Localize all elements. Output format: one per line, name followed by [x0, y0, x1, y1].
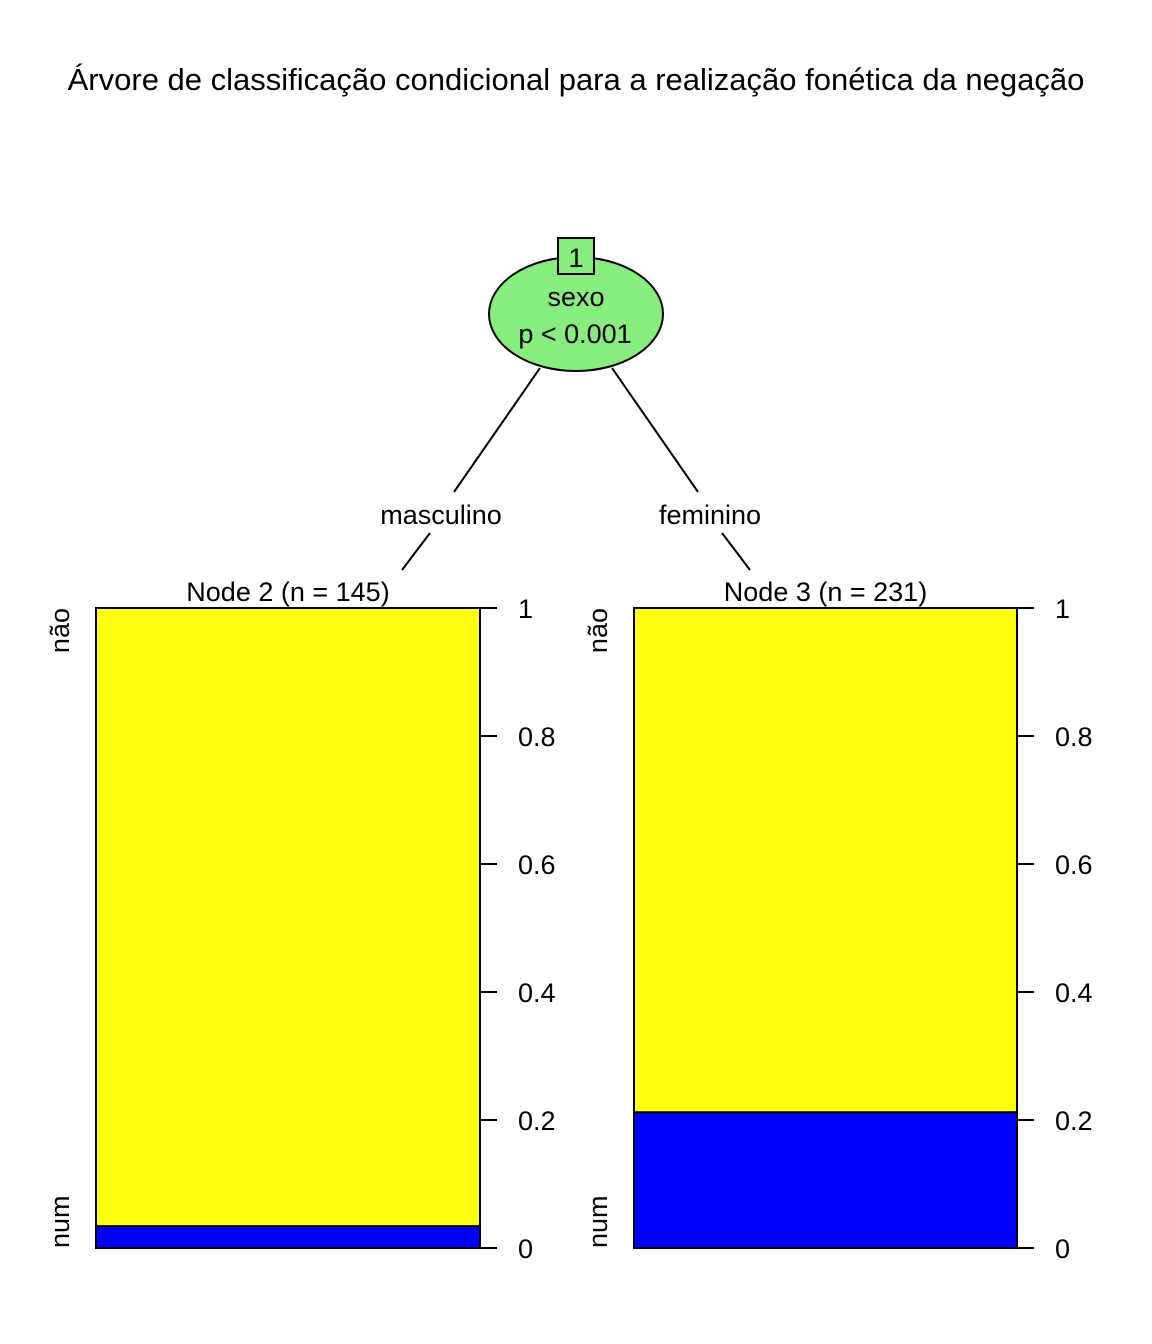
node-label-2: Node 2 (n = 145): [186, 577, 389, 607]
bar-segment-num-node-3: [633, 1111, 1018, 1249]
branch-label-right: feminino: [659, 500, 761, 530]
node-label-3: Node 3 (n = 231): [724, 577, 927, 607]
bar-segment-nao-node-3: [633, 607, 1018, 1114]
edge-right-lower: [721, 532, 751, 571]
split-variable: sexo: [547, 282, 604, 312]
y-tick-label-2: 0.6: [518, 850, 556, 880]
edge-left-upper: [453, 367, 541, 493]
y-tick-label-3: 0: [1055, 1234, 1070, 1264]
y-tick-label-2: 0.4: [518, 978, 556, 1008]
split-node-id-box: [557, 237, 595, 275]
category-label-num-3: num: [583, 1195, 613, 1248]
category-label-nao-3: não: [583, 608, 613, 653]
edge-right-upper: [611, 367, 699, 493]
split-node-id: 1: [568, 243, 583, 273]
bar-segment-num-node-2: [95, 1225, 481, 1249]
y-tick-label-2: 0.8: [518, 722, 556, 752]
y-tick-label-2: 1: [518, 594, 533, 624]
y-tick-label-3: 1: [1055, 594, 1070, 624]
branch-label-left: masculino: [380, 500, 502, 530]
y-tick-label-3: 0.4: [1055, 978, 1093, 1008]
chart-title: Árvore de classificação condicional para…: [68, 62, 1085, 97]
category-label-nao-2: não: [45, 608, 75, 653]
y-tick-label-3: 0.6: [1055, 850, 1093, 880]
y-tick-label-3: 0.2: [1055, 1106, 1093, 1136]
y-tick-label-3: 0.8: [1055, 722, 1093, 752]
split-pvalue: p < 0.001: [518, 319, 631, 349]
y-tick-label-2: 0.2: [518, 1106, 556, 1136]
bar-segment-nao-node-2: [95, 607, 481, 1228]
category-label-num-2: num: [45, 1195, 75, 1248]
y-tick-label-2: 0: [518, 1234, 533, 1264]
edge-left-lower: [401, 532, 431, 571]
